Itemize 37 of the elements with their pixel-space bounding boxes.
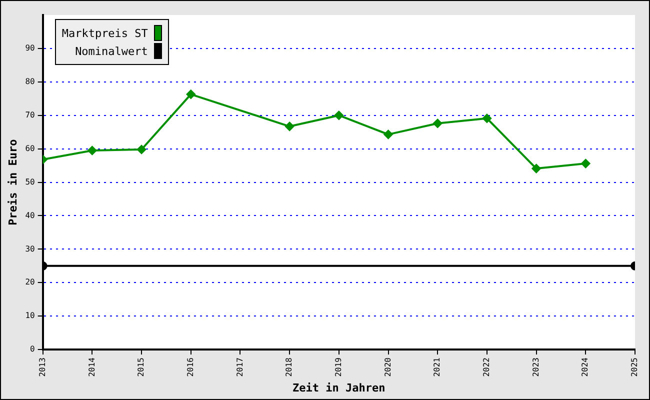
x-tick-label: 2013 <box>38 357 47 377</box>
point <box>88 146 97 155</box>
y-tick-label: 20 <box>25 278 36 287</box>
y-tick-label: 70 <box>25 110 36 120</box>
point <box>433 118 442 128</box>
y-tick-label: 80 <box>25 76 36 86</box>
x-tick-label: 2015 <box>136 357 146 377</box>
y-tick-label: 10 <box>25 311 36 320</box>
point <box>285 122 294 131</box>
x-tick-label: 2019 <box>334 357 343 377</box>
point <box>581 159 590 168</box>
point <box>482 114 492 123</box>
x-tick-label: 2022 <box>482 357 492 377</box>
point <box>334 110 344 120</box>
x-tick-label: 2018 <box>284 357 294 377</box>
x-tick-label: 2023 <box>531 357 540 377</box>
legend-label: Nominalwert <box>75 44 148 58</box>
x-tick-label: 2024 <box>580 357 590 377</box>
y-tick-label: 60 <box>25 144 36 153</box>
y-tick-label: 40 <box>25 210 36 220</box>
point <box>137 144 146 154</box>
x-tick-label: 2020 <box>383 357 392 377</box>
x-tick-label: 2017 <box>235 357 244 377</box>
point <box>384 130 393 139</box>
y-tick-label: 30 <box>25 244 36 254</box>
y-axis-title: Preis in Euro <box>6 138 20 226</box>
x-tick-label: 2025 <box>630 357 640 377</box>
y-tick-label: 90 <box>25 44 36 53</box>
x-axis-title: Zeit in Jahren <box>292 381 386 394</box>
point <box>186 90 196 99</box>
y-tick-label: 50 <box>25 177 36 186</box>
x-tick-label: 2021 <box>432 357 442 377</box>
legend-label: Marktpreis ST <box>62 26 148 40</box>
x-tick-label: 2016 <box>186 357 195 377</box>
point <box>532 164 541 174</box>
x-tick-label: 2014 <box>87 357 96 377</box>
y-tick-label: 0 <box>30 344 36 354</box>
